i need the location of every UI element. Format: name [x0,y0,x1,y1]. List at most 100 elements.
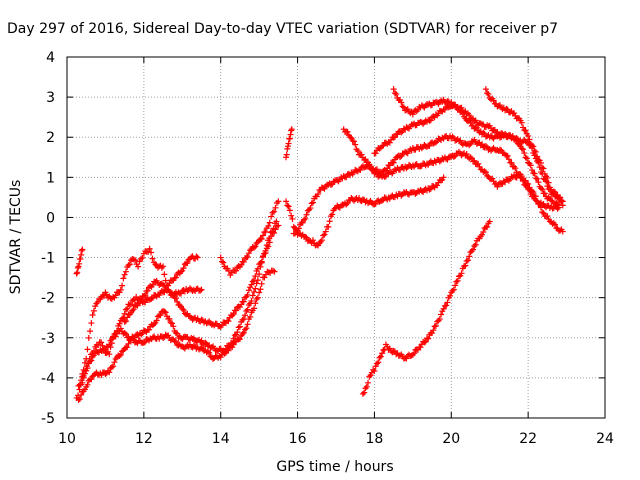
data-point [440,174,447,181]
data-point [467,154,474,161]
y-axis-label: SDTVAR / TECUs [8,180,24,295]
data-point [261,250,268,257]
data-point [321,231,328,238]
data-point [366,161,373,168]
data-point [466,112,473,119]
data-point [157,312,164,319]
data-point [106,351,113,358]
data-point [251,288,258,295]
data-point [243,307,250,314]
data-point [268,213,275,220]
data-point [87,358,94,365]
data-point [522,154,529,161]
data-point [271,208,278,215]
data-point [559,228,566,235]
data-point [552,189,559,196]
data-point [128,301,135,308]
data-point [169,320,176,327]
data-point [522,177,529,184]
data-point [350,138,357,145]
data-point [559,202,566,209]
data-point [142,291,149,298]
data-point [84,346,91,353]
data-point [178,268,185,275]
data-point [528,187,535,194]
data-point [472,241,479,248]
data-point [354,147,361,154]
data-point [320,232,327,239]
data-point [372,363,379,370]
data-point [77,255,84,262]
data-point [257,263,264,270]
data-point [471,157,478,164]
data-point [539,186,546,193]
plot-frame [66,56,606,419]
data-point [107,344,114,351]
data-point [245,250,252,257]
data-point [145,248,152,255]
data-point [78,391,85,398]
data-point [540,165,547,172]
data-point [272,204,279,211]
data-point [513,135,520,142]
data-point [106,369,113,376]
data-point [394,131,401,138]
data-point [362,385,369,392]
data-point [240,258,247,265]
data-point [372,150,379,157]
data-point [537,185,544,192]
data-point [217,254,224,261]
data-point [458,108,465,115]
data-point [430,327,437,334]
data-point [178,290,185,297]
data-point [145,326,152,333]
data-point [412,190,419,197]
data-point [240,298,247,305]
y-tick-label: -4 [41,371,55,387]
data-point [132,257,139,264]
data-point [162,309,169,316]
data-point [532,193,539,200]
data-point [265,223,272,230]
data-point [475,160,482,167]
data-point [88,376,95,383]
data-point [284,202,291,209]
data-point [126,261,133,268]
data-point [176,302,183,309]
data-point [432,322,439,329]
data-point [235,324,242,331]
data-point [327,181,334,188]
y-tick-label: 3 [46,90,55,106]
series-arc-o [359,218,493,397]
data-point [309,199,316,206]
data-point [484,90,491,97]
data-point [315,191,322,198]
data-point [254,294,261,301]
data-point [161,271,168,278]
x-tick-label: 22 [519,431,537,447]
data-point [256,271,263,278]
series-arc-i [283,174,447,249]
data-point [125,340,132,347]
data-point [344,128,351,135]
data-point [220,259,227,266]
data-point [140,339,147,346]
data-point [450,154,457,161]
data-point [162,277,169,284]
x-tick-label: 16 [289,431,307,447]
data-point [375,359,382,366]
data-point [512,165,519,172]
data-point [249,278,256,285]
x-tick-label: 10 [58,431,76,447]
data-point [528,167,535,174]
data-point [299,219,306,226]
data-point [545,179,552,186]
data-point [230,335,237,342]
data-point [79,246,86,253]
data-point [80,366,87,373]
data-point [466,253,473,260]
x-tick-label: 12 [135,431,153,447]
data-point [229,340,236,347]
data-point [448,99,455,106]
